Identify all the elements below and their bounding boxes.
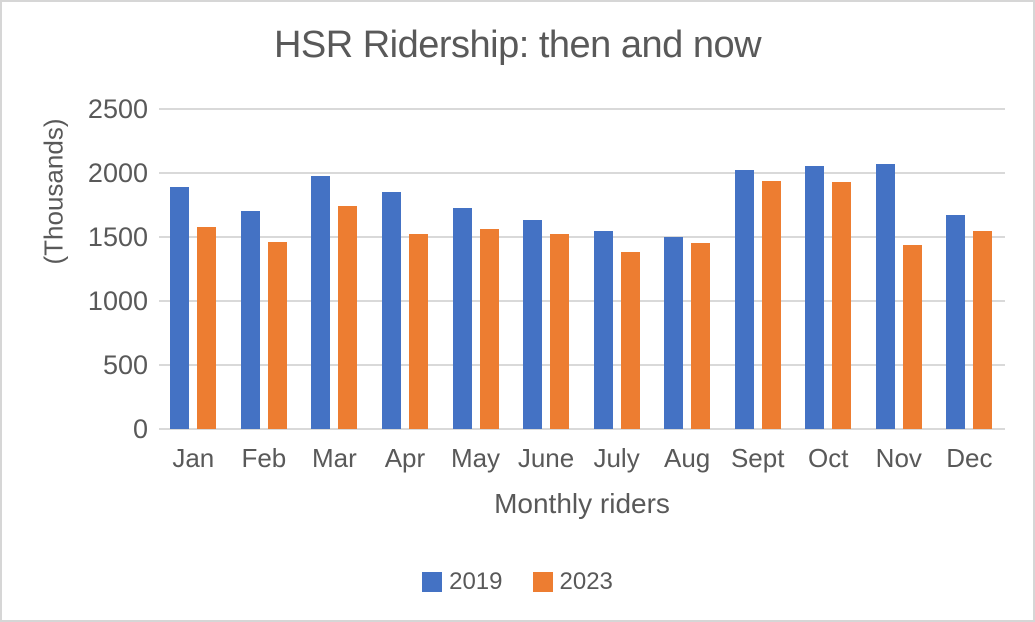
- bar-2023-May: [479, 229, 499, 429]
- bar-2019-Mar: [311, 176, 331, 429]
- x-tick-label-July: July: [593, 443, 640, 473]
- bar-2019-May: [452, 208, 472, 429]
- x-axis-title: Monthly riders: [494, 488, 670, 519]
- bar-2023-June: [550, 234, 570, 429]
- gridline-y-1500: [159, 236, 1005, 238]
- y-tick-label-1500: 1500: [87, 222, 148, 252]
- legend-label-2019: 2019: [449, 568, 503, 595]
- bar-2023-Feb: [267, 242, 287, 429]
- gridline-y-2000: [159, 172, 1005, 174]
- y-tick-label-500: 500: [102, 350, 148, 380]
- x-tick-label-May: May: [450, 443, 501, 473]
- bar-2019-July: [593, 231, 613, 429]
- x-tick-label-Jan: Jan: [172, 443, 215, 473]
- y-tick-label-2500: 2500: [87, 94, 148, 124]
- gridline-y-1000: [159, 300, 1005, 302]
- gridline-y-500: [159, 364, 1005, 366]
- x-tick-label-Nov: Nov: [875, 443, 922, 473]
- plot-area: 0 500 1000 1500 2000 2500 Jan Feb Mar Apr May June J…: [88, 95, 1005, 473]
- bar-2019-Dec: [946, 215, 966, 429]
- bar-2019-Aug: [664, 237, 684, 429]
- bar-2023-Dec: [973, 230, 993, 429]
- gridline-y-0: [159, 428, 1005, 430]
- x-tick-label-Feb: Feb: [241, 443, 287, 473]
- bar-2023-Sept: [761, 180, 781, 429]
- chart-title: HSR Ridership: then and now: [273, 24, 762, 66]
- bar-2023-Mar: [338, 206, 358, 429]
- gridline-y-2500: [159, 108, 1005, 110]
- bar-2023-Oct: [832, 181, 852, 429]
- x-tick-label-Aug: Aug: [664, 443, 711, 473]
- bar-2019-Oct: [805, 165, 825, 429]
- y-tick-label-0: 0: [132, 414, 148, 444]
- legend-label-2023: 2023: [559, 568, 613, 595]
- legend-item-2023: 2023: [532, 568, 613, 596]
- bar-2019-Feb: [240, 211, 260, 429]
- y-tick-label-1000: 1000: [87, 286, 148, 316]
- legend-swatch-2019: [422, 572, 443, 592]
- x-tick-label-Mar: Mar: [312, 443, 357, 473]
- bar-2019-Nov: [875, 164, 895, 429]
- x-tick-label-June: June: [517, 443, 575, 473]
- bar-2023-July: [620, 251, 640, 429]
- x-tick-label-Sept: Sept: [730, 443, 785, 473]
- bar-2019-June: [523, 220, 543, 429]
- bar-2023-Nov: [902, 245, 922, 429]
- bar-2019-Jan: [170, 187, 190, 429]
- x-tick-label-Apr: Apr: [384, 443, 426, 473]
- bar-2019-Sept: [734, 170, 754, 429]
- x-tick-label-Oct: Oct: [808, 443, 849, 473]
- legend-item-2019: 2019: [422, 568, 503, 596]
- bar-2023-Jan: [197, 226, 217, 429]
- legend: 2019 2023: [2, 568, 1033, 596]
- y-tick-label-2000: 2000: [87, 158, 148, 188]
- bar-2023-Aug: [691, 243, 711, 429]
- x-tick-label-Dec: Dec: [946, 443, 993, 473]
- bar-2023-Apr: [408, 233, 428, 429]
- bar-2019-Apr: [381, 191, 401, 429]
- legend-swatch-2023: [532, 572, 553, 592]
